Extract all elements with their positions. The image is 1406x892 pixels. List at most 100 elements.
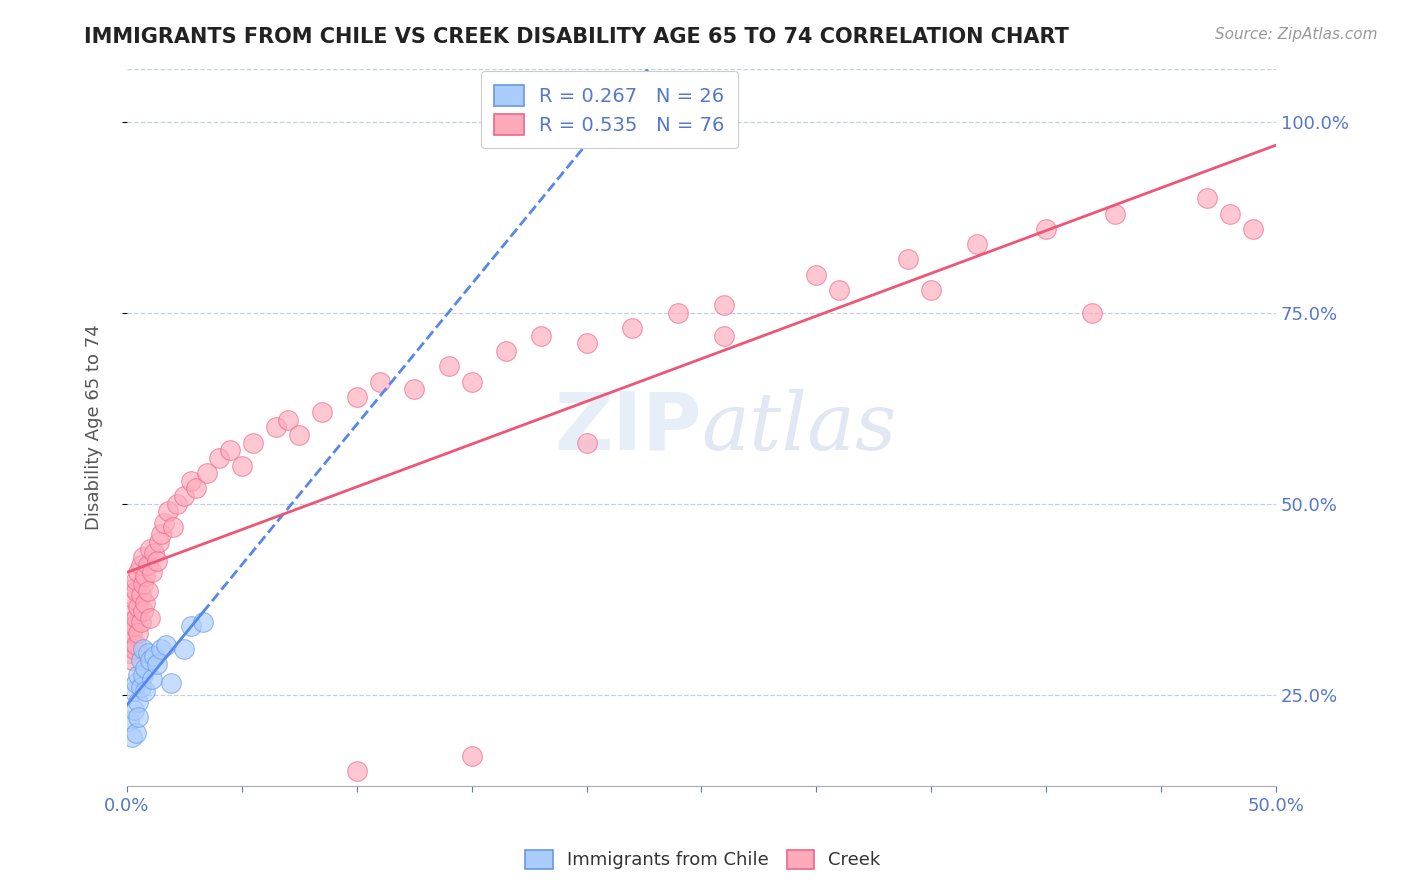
Point xyxy=(157,504,180,518)
Point xyxy=(173,641,195,656)
Point xyxy=(180,619,202,633)
Point xyxy=(125,584,148,599)
Point xyxy=(129,680,152,694)
Point xyxy=(118,714,141,729)
Point xyxy=(139,611,162,625)
Point xyxy=(152,516,174,530)
Point xyxy=(166,497,188,511)
Point xyxy=(146,657,169,671)
Point xyxy=(139,653,162,667)
Point xyxy=(150,641,173,656)
Point xyxy=(143,546,166,560)
Point xyxy=(141,673,163,687)
Point xyxy=(162,519,184,533)
Point xyxy=(575,435,598,450)
Point xyxy=(150,527,173,541)
Point xyxy=(668,306,690,320)
Point xyxy=(219,443,242,458)
Point xyxy=(1219,206,1241,220)
Point xyxy=(346,390,368,404)
Point xyxy=(125,611,148,625)
Point xyxy=(155,638,177,652)
Point xyxy=(118,615,141,629)
Point xyxy=(136,646,159,660)
Point xyxy=(368,375,391,389)
Point xyxy=(191,615,214,629)
Point xyxy=(132,641,155,656)
Point xyxy=(460,375,482,389)
Point xyxy=(136,584,159,599)
Point xyxy=(118,646,141,660)
Point xyxy=(122,683,145,698)
Point xyxy=(277,413,299,427)
Point xyxy=(346,764,368,778)
Legend: R = 0.267   N = 26, R = 0.535   N = 76: R = 0.267 N = 26, R = 0.535 N = 76 xyxy=(481,71,738,148)
Point xyxy=(132,603,155,617)
Point xyxy=(127,695,149,709)
Point xyxy=(1241,222,1264,236)
Point xyxy=(127,626,149,640)
Point xyxy=(127,710,149,724)
Point xyxy=(242,435,264,450)
Point xyxy=(122,619,145,633)
Point xyxy=(266,420,288,434)
Point xyxy=(121,626,143,640)
Point xyxy=(713,328,735,343)
Point xyxy=(125,638,148,652)
Y-axis label: Disability Age 65 to 74: Disability Age 65 to 74 xyxy=(86,325,103,530)
Point xyxy=(1081,306,1104,320)
Point xyxy=(529,328,551,343)
Point xyxy=(129,588,152,602)
Point xyxy=(122,703,145,717)
Point xyxy=(127,668,149,682)
Point xyxy=(125,573,148,587)
Point xyxy=(143,649,166,664)
Text: Source: ZipAtlas.com: Source: ZipAtlas.com xyxy=(1215,27,1378,42)
Point xyxy=(134,596,156,610)
Point xyxy=(141,566,163,580)
Point xyxy=(127,599,149,614)
Point xyxy=(173,489,195,503)
Point xyxy=(966,237,988,252)
Point xyxy=(129,615,152,629)
Point xyxy=(621,321,644,335)
Point xyxy=(132,577,155,591)
Point xyxy=(129,558,152,572)
Point xyxy=(125,676,148,690)
Point xyxy=(122,641,145,656)
Point xyxy=(134,683,156,698)
Point xyxy=(136,558,159,572)
Point xyxy=(127,566,149,580)
Point xyxy=(121,730,143,744)
Point xyxy=(920,283,942,297)
Point xyxy=(806,268,828,282)
Point xyxy=(180,474,202,488)
Point xyxy=(311,405,333,419)
Point xyxy=(404,382,426,396)
Point xyxy=(134,569,156,583)
Point xyxy=(134,661,156,675)
Point xyxy=(575,336,598,351)
Text: IMMIGRANTS FROM CHILE VS CREEK DISABILITY AGE 65 TO 74 CORRELATION CHART: IMMIGRANTS FROM CHILE VS CREEK DISABILIT… xyxy=(84,27,1069,46)
Point xyxy=(121,653,143,667)
Text: atlas: atlas xyxy=(702,389,897,467)
Point xyxy=(122,592,145,607)
Point xyxy=(1035,222,1057,236)
Point xyxy=(184,482,207,496)
Point xyxy=(288,428,311,442)
Point xyxy=(125,725,148,739)
Point xyxy=(437,359,460,374)
Point xyxy=(208,450,231,465)
Point xyxy=(118,634,141,648)
Point xyxy=(828,283,851,297)
Point xyxy=(1104,206,1126,220)
Point xyxy=(132,668,155,682)
Point xyxy=(897,252,920,267)
Point xyxy=(121,603,143,617)
Legend: Immigrants from Chile, Creek: Immigrants from Chile, Creek xyxy=(516,840,890,879)
Point xyxy=(495,343,517,358)
Point xyxy=(231,458,253,473)
Point xyxy=(139,542,162,557)
Point xyxy=(460,748,482,763)
Text: ZIP: ZIP xyxy=(554,388,702,467)
